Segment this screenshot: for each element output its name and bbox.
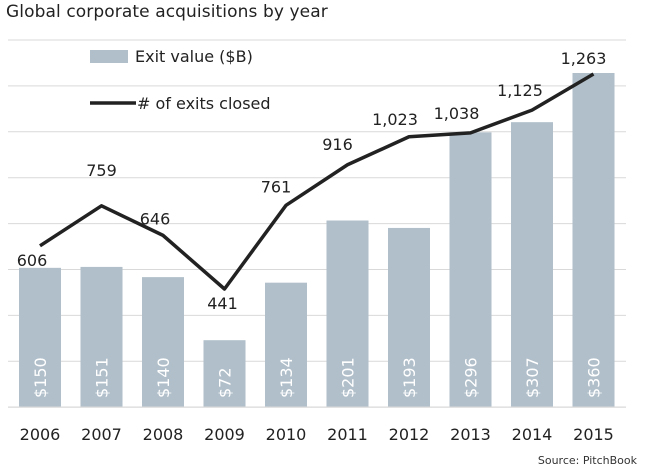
exits-value-label: 1,023 xyxy=(372,110,418,129)
x-tick-label: 2011 xyxy=(327,425,368,444)
source-note: Source: PitchBook xyxy=(537,454,637,467)
bar-2013 xyxy=(449,132,492,407)
x-tick-label: 2014 xyxy=(512,425,553,444)
x-tick-label: 2012 xyxy=(389,425,430,444)
bar-value-label: $201 xyxy=(339,357,358,398)
exits-value-label: 759 xyxy=(86,161,117,180)
bar-value-label: $150 xyxy=(31,357,50,398)
bar-value-label: $296 xyxy=(462,357,481,398)
bar-2007 xyxy=(80,266,123,407)
bar-2008 xyxy=(142,277,184,407)
chart-title: Global corporate acquisitions by year xyxy=(6,2,328,22)
exits-value-label: 646 xyxy=(140,209,171,228)
x-tick-label: 2015 xyxy=(573,425,614,444)
bar-value-label: $307 xyxy=(523,357,542,398)
bar-value-label: $140 xyxy=(154,357,173,398)
exits-value-label: 441 xyxy=(207,294,238,313)
exits-value-label: 606 xyxy=(17,251,48,270)
legend: Exit value ($B) # of exits closed xyxy=(90,47,271,113)
bar-value-label: $134 xyxy=(277,357,296,398)
x-axis: 2006 2007 2008 2009 2010 2011 2012 2013 2014 2015 xyxy=(8,406,626,444)
x-tick-label: 2008 xyxy=(143,425,184,444)
bar-2015 xyxy=(572,73,615,407)
bar-2009 xyxy=(203,340,246,407)
bar-2011 xyxy=(326,220,369,407)
x-tick-label: 2006 xyxy=(20,425,61,444)
bar-value-label: $151 xyxy=(93,357,112,398)
x-tick-label: 2010 xyxy=(266,425,307,444)
bar-2012 xyxy=(388,227,430,407)
bar-value-label: $193 xyxy=(400,357,419,398)
x-tick-label: 2009 xyxy=(204,425,245,444)
legend-label-exit-value: Exit value ($B) xyxy=(135,47,253,66)
bar-value-labels: $150 $151 $140 $72 $134 $201 $193 $296 $307 $360 xyxy=(31,357,604,398)
bars xyxy=(19,73,615,407)
exits-line-path xyxy=(39,72,595,291)
bar-2014 xyxy=(511,122,553,407)
x-tick-label: 2007 xyxy=(81,425,122,444)
legend-swatch-exit-value xyxy=(90,50,128,63)
exits-line-labels: 606 759 646 441 761 916 1,023 1,038 1,125 1,263 xyxy=(17,49,607,313)
bar-value-label: $72 xyxy=(216,367,235,398)
exits-value-label: 1,125 xyxy=(497,81,543,100)
exits-value-label: 1,038 xyxy=(434,104,480,123)
exits-value-label: 1,263 xyxy=(561,49,607,68)
exits-line xyxy=(39,72,595,291)
exits-value-label: 916 xyxy=(322,135,353,154)
bar-2010 xyxy=(265,282,307,407)
exits-value-label: 761 xyxy=(261,177,292,196)
bar-2006 xyxy=(19,267,61,407)
legend-label-exits: # of exits closed xyxy=(137,94,271,113)
bar-value-label: $360 xyxy=(585,357,604,398)
x-tick-label: 2013 xyxy=(450,425,491,444)
